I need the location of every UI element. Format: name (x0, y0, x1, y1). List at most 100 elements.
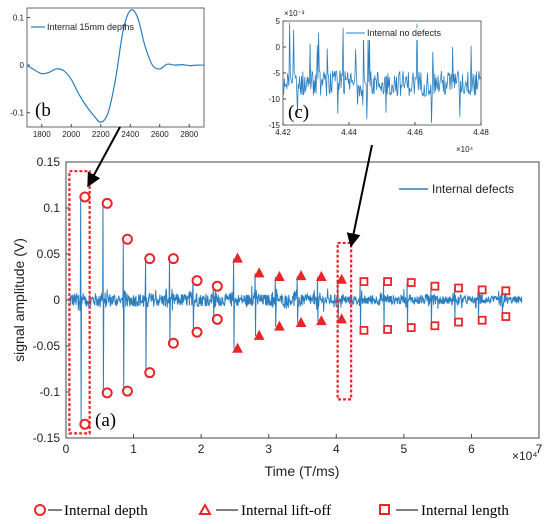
main-y-tick-label: -0.05 (33, 339, 61, 353)
marker-triangle-top (274, 270, 285, 281)
main-y-tick-label: 0.1 (43, 201, 60, 215)
inset-c-signal-line (282, 22, 481, 124)
marker-triangle-top (232, 252, 243, 263)
marker-circle-bottom (144, 367, 156, 379)
main-x-tick-label: 0 (63, 442, 70, 456)
marker-square-top (430, 281, 440, 291)
inset-b-y-tick-label: -0.1 (10, 109, 24, 118)
inset-c-chart: 5 0 -5 -10 -15 4.42 4.44 4.46 4.48 ×10⁻³ ×10⁴ I… (268, 9, 489, 154)
inset-b-y-tick-label: 0.1 (13, 14, 25, 23)
main-x-axis-label: Time (T/ms) (265, 463, 340, 479)
marker-triangle-top (295, 270, 307, 281)
inset-c-y-exponent: ×10⁻³ (284, 9, 305, 18)
main-signal-line (69, 196, 523, 425)
marker-square-bottom (406, 323, 416, 333)
main-chart: 0.15 0.1 0.05 0 -0.05 -0.1 -0.15 0 1 2 3 4 5 6 7 Time… (11, 155, 543, 479)
marker-triangle-top (336, 273, 347, 284)
legend-internal-depth: Internal depth (64, 503, 148, 519)
main-panel-label: (a) (95, 410, 116, 431)
main-legend: Internal defects (396, 178, 532, 200)
marker-triangle-bottom (232, 342, 243, 353)
main-x-exponent: ×10⁴ (512, 449, 538, 463)
marker-square-top (359, 277, 369, 287)
marker-square-top (406, 278, 416, 287)
marker-square-top (454, 283, 463, 293)
marker-square-bottom (383, 325, 392, 334)
marker-triangle-bottom (316, 315, 327, 326)
main-x-tick-label: 3 (265, 442, 272, 456)
marker-circle-top (211, 280, 223, 292)
marker-circle-top (144, 253, 156, 265)
marker-square-top (501, 286, 511, 296)
marker-circle-top (191, 275, 203, 287)
marker-square-bottom (359, 325, 369, 335)
inset-c-y-tick-label: -5 (273, 69, 281, 78)
inset-b-x-tick-label: 2000 (62, 130, 80, 139)
main-y-tick-label: -0.1 (39, 385, 60, 399)
main-y-ticks: 0.15 0.1 0.05 0 -0.05 -0.1 -0.15 (33, 155, 70, 445)
marker-triangle-bottom (253, 329, 265, 340)
inset-b-x-tick-label: 2600 (151, 130, 169, 139)
legend-square-marker (379, 504, 390, 515)
marker-triangle-bottom (295, 316, 307, 327)
inset-b-y-tick-label: 0 (20, 61, 25, 70)
main-y-tick-label: 0.05 (37, 247, 61, 261)
marker-circle-bottom (167, 337, 179, 349)
main-y-axis-label: signal amplitude (V) (11, 238, 27, 362)
inset-b-frame (26, 7, 205, 128)
inset-b-legend-label: Internal 15mm depths (47, 22, 135, 32)
inset-c-y-tick-label: 0 (276, 43, 281, 52)
highlight-box-1 (68, 170, 91, 435)
inset-b-x-tick-label: 2200 (92, 130, 110, 139)
marker-square-bottom (477, 315, 487, 325)
marker-circle-bottom (79, 418, 91, 430)
marker-circle-bottom (191, 326, 203, 338)
marker-square-bottom (454, 317, 463, 327)
inset-c-y-tick-label: 5 (276, 17, 281, 26)
marker-square-bottom (501, 312, 511, 321)
legend-internal-length: Internal length (421, 503, 509, 519)
inset-c-y-ticks: 5 0 -5 -10 -15 (268, 17, 286, 130)
main-x-tick-label: 1 (130, 442, 137, 456)
inset-c-legend-label: Internal no defects (367, 28, 442, 38)
main-x-ticks: 0 1 2 3 4 5 6 7 (63, 434, 543, 456)
inset-c-x-ticks: 4.42 4.44 4.46 4.48 (275, 122, 489, 137)
main-x-tick-label: 5 (401, 442, 408, 456)
marker-triangle-bottom (274, 320, 285, 331)
marker-square-top (383, 277, 392, 287)
inset-c-y-tick-label: -15 (268, 121, 280, 130)
legend-triangle-marker (198, 502, 212, 515)
legend-internal-liftoff: Internal lift-off (241, 503, 331, 519)
inset-c-x-exponent: ×10⁴ (456, 145, 474, 154)
marker-circle-bottom (211, 313, 223, 325)
inset-c-panel-label: (c) (288, 102, 309, 123)
marker-circle-bottom (101, 387, 113, 399)
inset-b-x-tick-label: 2800 (180, 130, 198, 139)
main-highlight-boxes (68, 170, 353, 435)
marker-triangle-bottom (336, 313, 347, 324)
inset-c-legend-box (344, 28, 440, 40)
main-x-tick-label: 4 (333, 442, 340, 456)
bottom-legend: Internal depth Internal lift-off Interna… (34, 502, 509, 519)
main-y-tick-label: 0.15 (37, 155, 61, 169)
inset-c-x-tick-label: 4.44 (341, 128, 357, 137)
inset-c-y-tick-label: -10 (268, 95, 280, 104)
main-x-tick-label: 7 (536, 442, 543, 456)
inset-b-x-tick-label: 2400 (121, 130, 139, 139)
marker-triangle-top (316, 270, 327, 281)
main-y-tick-label: -0.15 (33, 431, 61, 445)
main-legend-label: Internal defects (432, 182, 514, 196)
inset-b-x-tick-label: 1800 (33, 130, 51, 139)
marker-circle-top (121, 233, 133, 245)
main-y-tick-label: 0 (53, 293, 60, 307)
inset-c-x-tick-label: 4.46 (407, 128, 423, 137)
arrow-inset-c (346, 144, 373, 248)
main-defect-markers (79, 191, 511, 430)
main-x-tick-label: 2 (198, 442, 205, 456)
inset-c-x-tick-label: 4.48 (473, 128, 489, 137)
legend-circle-marker (34, 504, 46, 516)
arrow-inset-b (87, 126, 121, 188)
marker-triangle-top (253, 267, 265, 278)
inset-c-x-tick-label: 4.42 (275, 128, 291, 137)
